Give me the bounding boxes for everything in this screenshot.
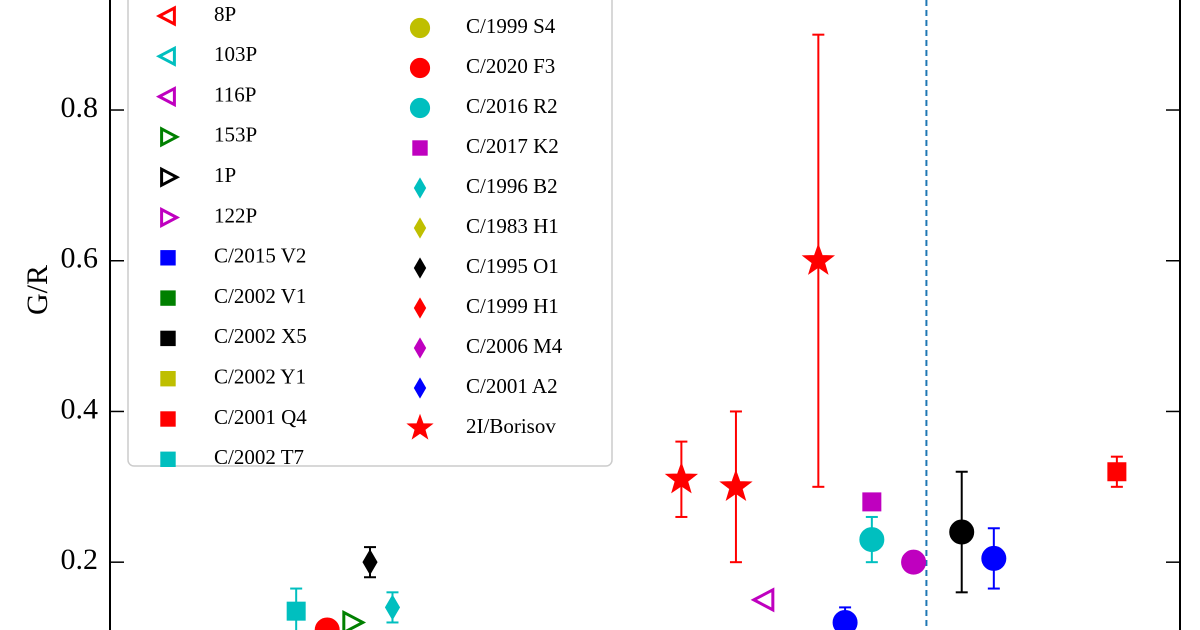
data-point	[664, 461, 699, 494]
legend-label: C/2016 R2	[466, 94, 558, 118]
legend-marker	[155, 45, 176, 67]
legend-marker	[160, 411, 176, 427]
legend-label: 1P	[214, 163, 236, 187]
legend-marker	[160, 330, 176, 347]
legend-marker	[409, 17, 431, 39]
legend-label: 8P	[214, 2, 236, 26]
legend-marker	[160, 207, 181, 228]
legend-label: C/2017 K2	[466, 134, 559, 158]
legend-marker	[413, 337, 427, 359]
data-point	[981, 545, 1007, 571]
data-point	[384, 594, 401, 621]
legend-label: 103P	[214, 42, 257, 66]
legend-marker	[155, 5, 176, 27]
legend-marker	[160, 250, 176, 266]
legend-box	[127, 0, 613, 467]
y-tick-label: 0.6	[61, 242, 99, 275]
legend-label: 116P	[214, 82, 256, 106]
data-point	[314, 617, 340, 630]
data-point	[859, 527, 885, 553]
data-point	[901, 549, 927, 575]
legend-marker	[160, 166, 181, 188]
legend-marker	[409, 97, 431, 119]
legend-marker	[413, 217, 427, 239]
data-point	[1107, 462, 1127, 482]
legend-label: 153P	[214, 123, 257, 147]
data-point	[862, 492, 882, 512]
legend-label: C/2006 M4	[466, 334, 563, 358]
data-point	[832, 609, 858, 630]
y-tick-label: 0.2	[61, 543, 99, 576]
legend-label: C/1999 H1	[466, 294, 559, 318]
data-point	[286, 601, 306, 621]
data-point	[342, 609, 367, 630]
legend-label: C/2002 X5	[214, 324, 307, 348]
legend-marker	[413, 177, 427, 199]
legend-marker	[413, 257, 427, 279]
legend-label: C/1983 H1	[466, 214, 559, 238]
legend-label: C/2001 A2	[466, 374, 558, 398]
legend-label: 122P	[214, 203, 257, 227]
legend-marker	[160, 126, 181, 148]
legend-label: C/1995 O1	[466, 254, 559, 278]
legend-label: 2I/Borisov	[466, 414, 556, 438]
data-point	[362, 549, 378, 576]
data-point	[750, 587, 775, 613]
data-point	[949, 519, 975, 545]
legend-marker	[155, 86, 176, 108]
legend-label: C/2020 F3	[466, 54, 555, 78]
legend-label: C/2002 V1	[214, 284, 306, 308]
legend-marker	[160, 451, 176, 468]
data-point	[719, 469, 753, 502]
legend-marker	[409, 57, 431, 79]
y-tick-label: 0.8	[61, 91, 99, 124]
legend: 8P 103P 116P 153P 1P 122P C/2015 V2 C/2002 V1 C/…	[127, 0, 613, 469]
legend-label: C/1996 B2	[466, 174, 558, 198]
legend-marker	[412, 140, 428, 156]
legend-marker	[160, 371, 176, 387]
legend-label: C/2002 T7	[214, 445, 304, 469]
legend-label: C/2015 V2	[214, 244, 306, 268]
legend-label: C/2002 Y1	[214, 365, 306, 389]
legend-marker	[413, 377, 427, 399]
legend-marker	[413, 297, 427, 319]
data-point	[801, 243, 836, 275]
legend-marker	[406, 413, 434, 440]
y-tick-label: 0.4	[61, 392, 99, 425]
legend-label: C/1999 S4	[466, 14, 556, 38]
legend-marker	[160, 290, 176, 306]
legend-label: C/2001 Q4	[214, 405, 307, 429]
y-axis-label: G/R	[21, 265, 54, 315]
